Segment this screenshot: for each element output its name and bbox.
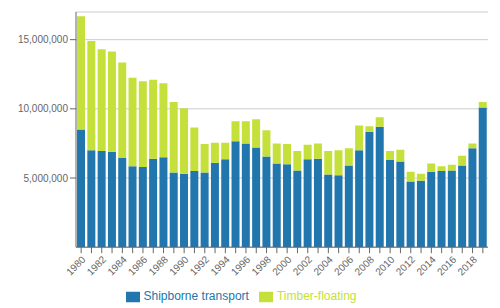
- svg-text:1990: 1990: [167, 254, 191, 278]
- svg-text:1980: 1980: [64, 254, 88, 278]
- svg-text:2000: 2000: [270, 254, 294, 278]
- html-text:Shipborne transport: Shipborne transport: [143, 289, 249, 304]
- svg-text:2002: 2002: [291, 254, 315, 278]
- svg-text:15,000,000: 15,000,000: [18, 34, 68, 45]
- svg-text:2014: 2014: [414, 254, 438, 278]
- svg-text:1992: 1992: [188, 254, 212, 278]
- svg-text:2016: 2016: [435, 254, 459, 278]
- svg-text:1984: 1984: [105, 254, 129, 278]
- svg-text:2012: 2012: [394, 254, 418, 278]
- svg-text:1998: 1998: [249, 254, 273, 278]
- svg-text:1988: 1988: [146, 254, 170, 278]
- html-text:Timber-floating: Timber-floating: [276, 289, 357, 304]
- svg-text:2008: 2008: [352, 254, 376, 278]
- svg-text:1994: 1994: [208, 254, 232, 278]
- svg-text:2006: 2006: [332, 254, 356, 278]
- svg-text:1996: 1996: [229, 254, 253, 278]
- svg-text:10,000,000: 10,000,000: [18, 103, 68, 114]
- svg-text:2004: 2004: [311, 254, 335, 278]
- svg-text:5,000,000: 5,000,000: [24, 173, 69, 184]
- svg-text:2010: 2010: [373, 254, 397, 278]
- svg-text:1982: 1982: [85, 254, 109, 278]
- svg-text:1986: 1986: [126, 254, 150, 278]
- svg-text:2018: 2018: [455, 254, 479, 278]
